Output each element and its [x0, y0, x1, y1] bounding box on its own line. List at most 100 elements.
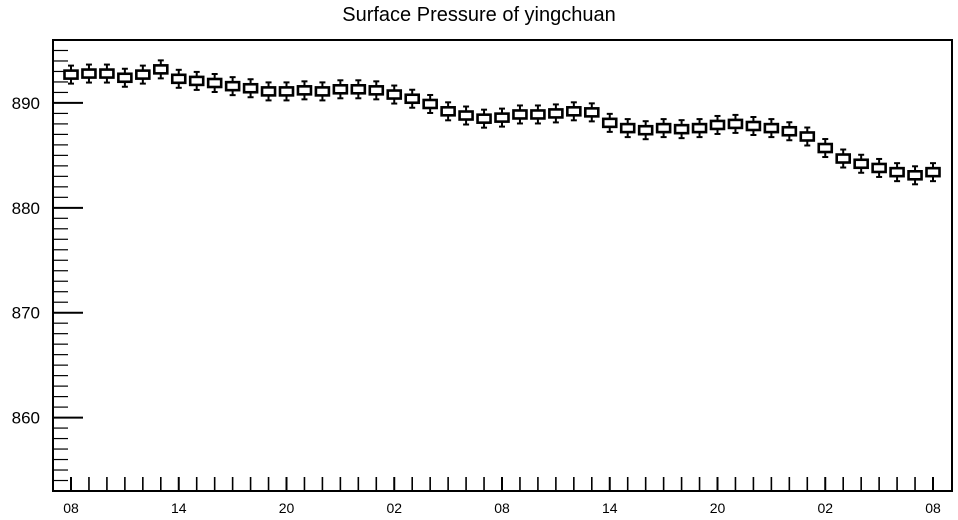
box-series [63, 59, 941, 186]
box-mark [314, 81, 331, 102]
box-body [655, 122, 672, 134]
box-mark [583, 102, 600, 123]
x-tick-label: 08 [494, 500, 510, 516]
x-tick-label: 02 [386, 500, 402, 516]
box-body [637, 124, 654, 136]
box-body [260, 86, 277, 97]
box-mark [117, 67, 133, 88]
box-mark [404, 88, 421, 109]
box-body [440, 106, 456, 117]
box-mark [727, 113, 744, 134]
box-body [63, 69, 79, 80]
box-body [224, 80, 241, 92]
box-mark [566, 101, 582, 122]
box-mark [422, 93, 438, 114]
box-body [386, 89, 403, 100]
box-mark [296, 80, 313, 101]
y-tick-label: 870 [12, 304, 40, 323]
box-body [242, 82, 259, 94]
x-tick-label: 02 [817, 500, 833, 516]
box-mark [781, 121, 798, 142]
box-body [871, 162, 887, 174]
box-mark [278, 81, 295, 102]
box-mark [799, 126, 816, 147]
box-mark [494, 107, 510, 128]
box-body [350, 83, 367, 95]
box-body [745, 120, 762, 132]
box-body [907, 170, 923, 181]
box-mark [440, 101, 456, 122]
box-body [925, 166, 941, 178]
box-mark [817, 138, 834, 159]
box-body [691, 122, 708, 134]
x-axis: 08 14 20 02 08 14 20 02 08 [63, 477, 941, 516]
x-tick-label: 08 [63, 500, 79, 516]
box-body [81, 68, 97, 79]
box-mark [170, 68, 187, 89]
box-body [314, 86, 331, 97]
box-mark [476, 108, 492, 129]
box-mark [152, 59, 169, 80]
box-body [99, 68, 115, 79]
box-body [278, 86, 295, 97]
y-tick-label: 880 [12, 199, 40, 218]
box-mark [99, 63, 115, 84]
box-body [512, 109, 528, 120]
box-mark [206, 73, 223, 94]
box-mark [458, 105, 474, 126]
x-tick-label: 20 [710, 500, 726, 516]
box-mark [835, 148, 852, 169]
box-mark [709, 114, 726, 135]
box-body [422, 98, 438, 110]
box-body [117, 72, 133, 84]
box-body [368, 85, 385, 96]
box-mark [368, 80, 385, 101]
box-body [494, 112, 510, 123]
box-mark [601, 112, 618, 133]
box-mark [63, 64, 79, 85]
box-mark [224, 76, 241, 97]
box-mark [925, 162, 941, 183]
box-body [853, 158, 869, 170]
box-body [817, 142, 834, 154]
box-mark [386, 84, 403, 105]
box-mark [81, 63, 97, 84]
box-body [727, 118, 744, 130]
box-body [548, 108, 564, 119]
box-body [170, 73, 187, 85]
box-mark [530, 104, 546, 125]
box-mark [691, 118, 708, 139]
box-mark [907, 165, 923, 186]
box-mark [242, 78, 259, 99]
box-body [530, 109, 546, 120]
box-mark [332, 79, 349, 100]
box-body [835, 153, 852, 164]
box-mark [548, 103, 564, 124]
box-mark [871, 157, 887, 178]
box-mark [889, 162, 905, 183]
box-body [889, 166, 905, 178]
box-body [673, 123, 690, 135]
box-mark [260, 81, 277, 102]
box-body [709, 119, 726, 131]
box-body [135, 69, 151, 80]
box-body [188, 75, 205, 87]
box-body [296, 85, 313, 96]
box-body [458, 110, 474, 121]
box-mark [853, 153, 869, 174]
y-tick-label: 890 [12, 94, 40, 113]
box-mark [350, 79, 367, 100]
box-body [476, 113, 492, 124]
box-mark [135, 64, 151, 85]
box-mark [637, 120, 654, 141]
y-tick-label: 860 [12, 409, 40, 428]
box-body [404, 93, 421, 105]
box-body [152, 64, 169, 75]
box-mark [745, 116, 762, 137]
chart-title: Surface Pressure of yingchuan [342, 4, 616, 26]
x-tick-label: 14 [171, 500, 187, 516]
box-mark [188, 70, 205, 91]
box-body [566, 106, 582, 117]
box-mark [673, 119, 690, 140]
